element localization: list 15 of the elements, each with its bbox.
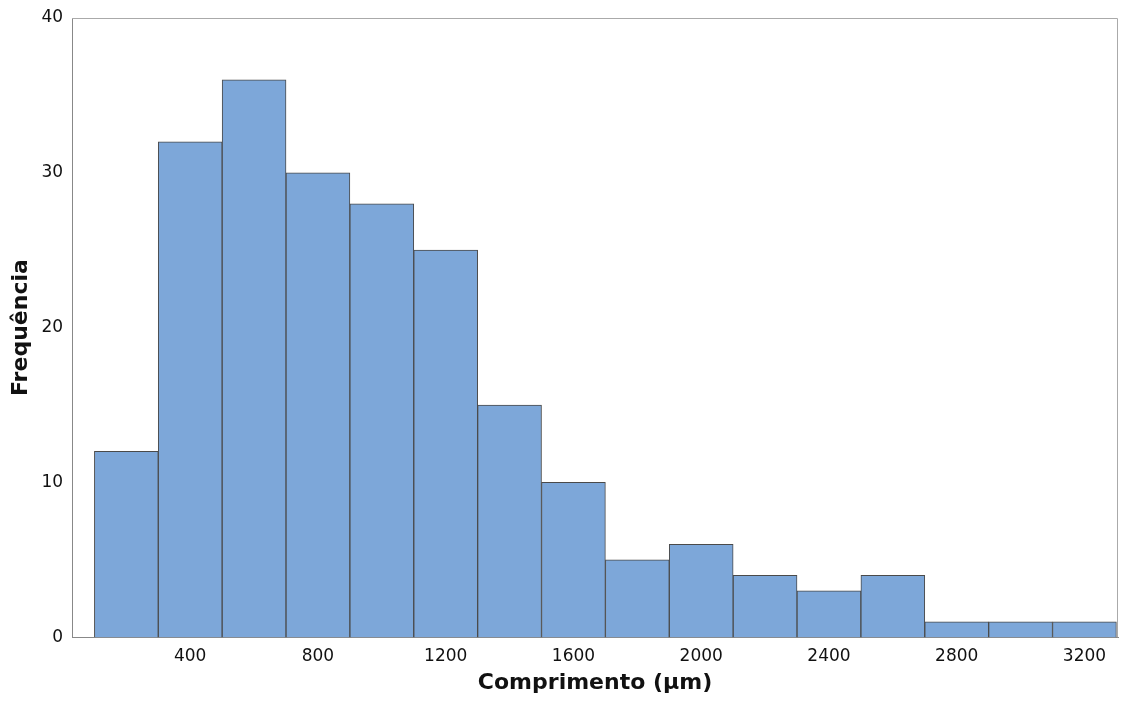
y-tick-label: 30 xyxy=(41,161,64,182)
x-tick-label: 800 xyxy=(301,644,335,665)
y-tick-label: 20 xyxy=(41,316,64,337)
y-tick-label: 40 xyxy=(41,6,64,27)
y-tick-label: 10 xyxy=(41,470,64,491)
x-tick-label: 1200 xyxy=(424,644,468,665)
y-axis-title: Frequência xyxy=(6,259,32,397)
x-tick-label: 2800 xyxy=(935,644,979,665)
x-tick-label: 3200 xyxy=(1062,644,1107,665)
y-tick-label: 0 xyxy=(52,625,64,646)
x-tick-label: 2400 xyxy=(807,644,851,665)
x-tick-label: 400 xyxy=(173,644,207,665)
x-axis-title: Comprimento (µm) xyxy=(477,668,713,694)
x-tick-label: 1600 xyxy=(551,644,596,665)
x-tick-label: 2000 xyxy=(679,644,723,665)
